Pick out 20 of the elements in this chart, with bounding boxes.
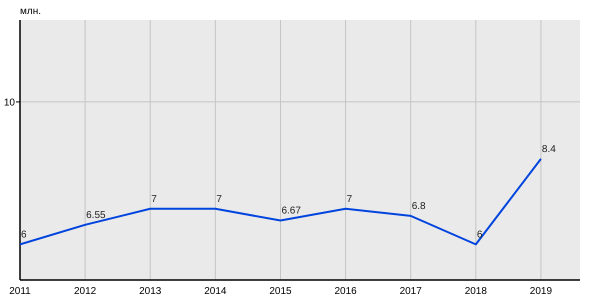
data-label: 6.8 <box>412 200 426 212</box>
data-label: 8.4 <box>542 144 556 155</box>
data-label: 6 <box>476 229 483 240</box>
x-tick-label: 2012 <box>74 286 97 297</box>
x-tick-label: 2016 <box>334 286 358 297</box>
x-tick-label: 2017 <box>400 286 422 297</box>
x-tick-label: 2013 <box>139 286 162 297</box>
x-tick-label: 2011 <box>9 286 32 297</box>
y-axis-title: млн. <box>20 6 42 17</box>
x-tick-label: 2015 <box>269 286 292 297</box>
data-label: 7 <box>346 194 353 205</box>
ref-line-label: 10 <box>4 97 16 108</box>
x-tick-label: 2014 <box>204 286 227 297</box>
data-label: 7 <box>216 194 222 205</box>
data-label: 6.55 <box>86 210 106 221</box>
data-label: 7 <box>151 194 158 205</box>
data-label: 6 <box>21 229 27 240</box>
x-tick-label: 2019 <box>530 286 552 297</box>
data-label: 6.67 <box>281 206 302 217</box>
x-tick-label: 2018 <box>464 286 488 297</box>
